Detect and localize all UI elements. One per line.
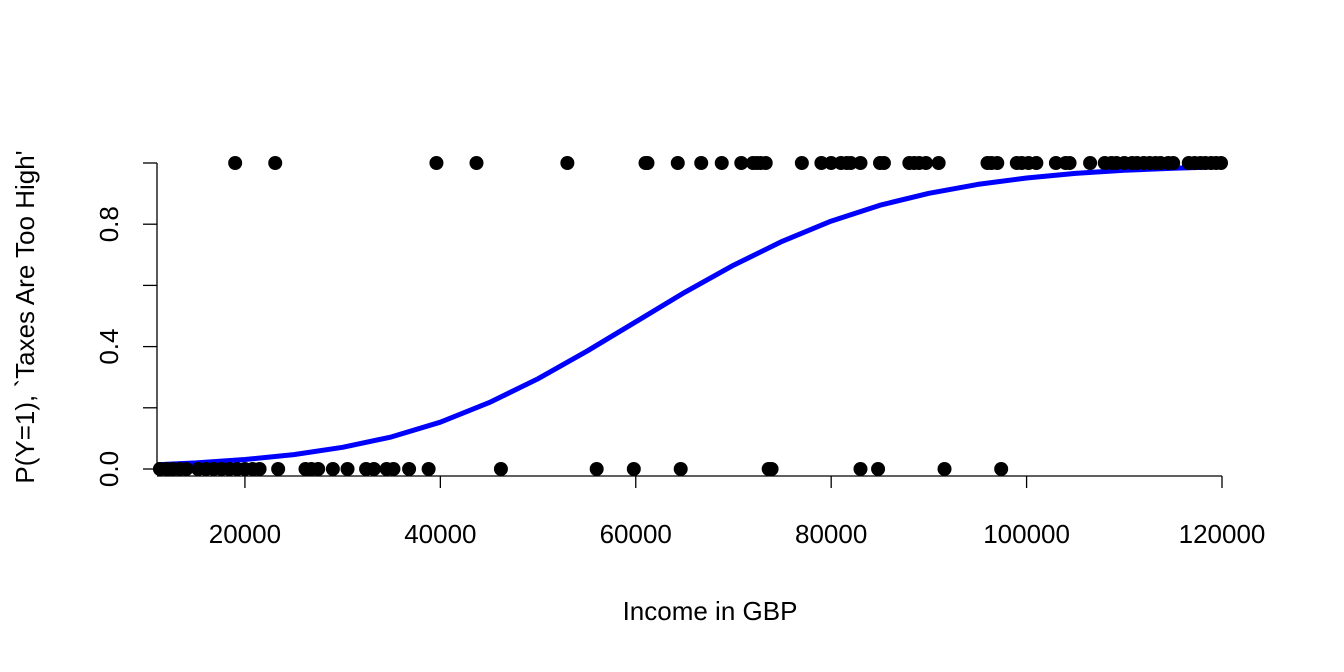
x-tick-label: 120000 [1179, 519, 1266, 549]
data-point [673, 462, 688, 476]
data-point [469, 156, 484, 170]
data-point [918, 156, 933, 170]
data-point [734, 156, 749, 170]
data-point [853, 462, 868, 476]
data-point [325, 462, 340, 476]
x-tick-label: 100000 [983, 519, 1070, 549]
x-tick-label: 40000 [404, 519, 476, 549]
x-tick-label: 80000 [795, 519, 867, 549]
data-point [589, 462, 604, 476]
x-axis-title: Income in GBP [623, 596, 798, 626]
data-point [990, 156, 1005, 170]
data-point [876, 156, 891, 170]
data-point [268, 156, 283, 170]
data-point [1048, 156, 1063, 170]
data-point [1166, 156, 1181, 170]
y-tick-label: 0.4 [94, 329, 124, 365]
data-point [871, 462, 886, 476]
data-point [853, 156, 868, 170]
data-point [228, 156, 243, 170]
y-axis-title: P(Y=1), `Taxes Are Too High' [10, 150, 40, 483]
data-point [366, 462, 381, 476]
data-point [340, 462, 355, 476]
data-point [714, 156, 729, 170]
data-point [179, 462, 194, 476]
data-point [560, 156, 575, 170]
data-point [814, 156, 829, 170]
data-point [794, 156, 809, 170]
data-point [252, 462, 267, 476]
data-point [1029, 156, 1044, 170]
data-point [843, 156, 858, 170]
data-point [994, 462, 1009, 476]
points-layer [152, 156, 1229, 476]
data-point [271, 462, 286, 476]
data-point [670, 156, 685, 170]
data-point [493, 462, 508, 476]
data-point [311, 462, 326, 476]
data-point [764, 462, 779, 476]
curve-layer [156, 164, 1223, 468]
y-axis: 0.0 0.4 0.8 [94, 162, 158, 487]
x-tick-label: 60000 [600, 519, 672, 549]
data-point [1083, 156, 1098, 170]
x-tick-label: 20000 [209, 519, 281, 549]
data-point [824, 156, 839, 170]
y-tick-label: 0.8 [94, 206, 124, 242]
data-point [694, 156, 709, 170]
data-point [421, 462, 436, 476]
data-point [402, 462, 417, 476]
data-point [626, 462, 641, 476]
data-point [1062, 156, 1077, 170]
data-point [429, 156, 444, 170]
data-point [640, 156, 655, 170]
data-point [758, 156, 773, 170]
data-point [386, 462, 401, 476]
data-point [931, 156, 946, 170]
fitted-curve [156, 164, 1223, 468]
data-point [937, 462, 952, 476]
x-axis: 20000 40000 60000 80000 100000 120000 [157, 475, 1266, 549]
y-tick-label: 0.0 [94, 451, 124, 487]
data-point [1214, 156, 1229, 170]
